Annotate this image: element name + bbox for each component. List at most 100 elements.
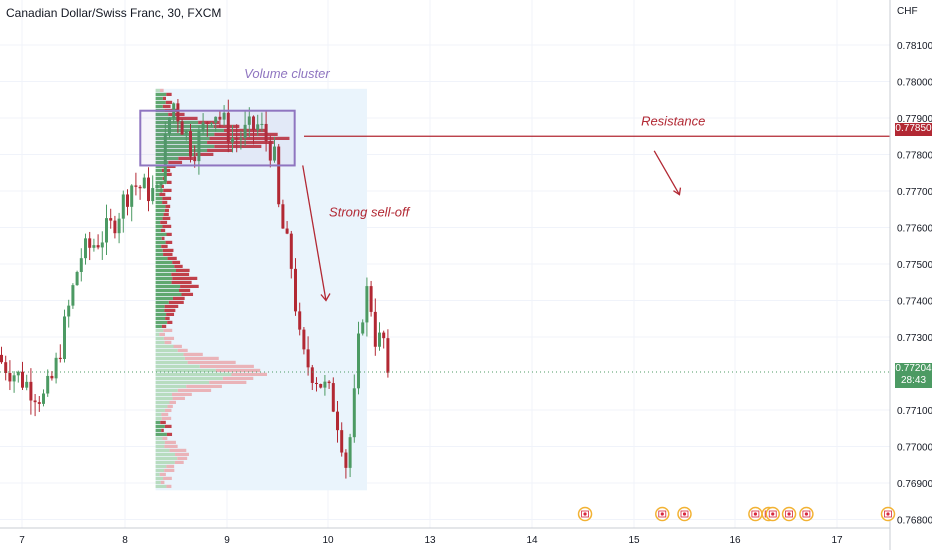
volume-profile-row <box>183 352 203 356</box>
volume-profile-row <box>164 340 172 344</box>
volume-profile-row <box>155 220 161 224</box>
volume-profile-row <box>180 284 199 288</box>
candle-body <box>159 182 163 185</box>
price-tick-label: 0.77900 <box>897 114 932 125</box>
volume-profile-row <box>155 100 166 104</box>
candle-body <box>147 177 150 202</box>
volume-profile-row <box>155 352 184 356</box>
volume-profile-row <box>176 268 190 272</box>
volume-profile-row <box>155 472 160 476</box>
candle-body <box>8 372 12 382</box>
candle-body <box>226 112 230 143</box>
volume-profile-row <box>155 300 169 304</box>
volume-profile-row <box>155 148 208 152</box>
symbol-title[interactable]: Canadian Dollar/Swiss Franc, 30, FXCM <box>6 6 222 20</box>
volume-profile-row <box>155 316 166 320</box>
volume-profile-row <box>155 228 161 232</box>
candle-body <box>361 322 365 334</box>
candle-body <box>121 194 125 219</box>
candle-body <box>315 382 318 385</box>
volume-profile-row <box>179 288 191 292</box>
candle-body <box>357 333 360 389</box>
price-tick-label: 0.77000 <box>897 443 932 454</box>
volume-profile-row <box>162 436 168 440</box>
candle-body <box>306 349 310 368</box>
volume-profile-row <box>166 232 172 236</box>
volume-profile-row <box>155 308 165 312</box>
price-tick-label: 0.77700 <box>897 187 932 198</box>
volume-profile-row <box>162 216 171 220</box>
candle-body <box>88 238 92 248</box>
candle-body <box>273 146 276 161</box>
volume-profile-row <box>155 364 200 368</box>
volume-profile-row <box>155 88 161 92</box>
volume-profile-row <box>155 448 170 452</box>
volume-profile-row <box>214 144 262 148</box>
volume-profile-row <box>163 336 175 340</box>
candle-body <box>113 220 117 234</box>
candle-body <box>252 116 255 131</box>
economic-events <box>577 506 896 522</box>
volume-profile-row <box>162 200 168 204</box>
candle-body <box>327 381 331 384</box>
candle-body <box>386 338 390 373</box>
price-tick-label: 0.78000 <box>897 78 932 89</box>
event-flag-leaf <box>753 512 758 516</box>
volume-profile-row <box>155 320 168 324</box>
volume-profile-row <box>162 248 174 252</box>
volume-profile-row <box>163 328 173 332</box>
volume-profile-row <box>168 160 183 164</box>
volume-profile-row <box>155 416 162 420</box>
candle-body <box>25 381 29 388</box>
annotation-volume-cluster: Volume cluster <box>244 66 330 81</box>
volume-profile-row <box>155 332 160 336</box>
volume-profile-row <box>167 256 177 260</box>
resistance-price: 0.77850 <box>895 123 932 134</box>
sell-off-arrow-shaft <box>302 165 327 301</box>
time-tick-label: 9 <box>224 535 230 546</box>
candle-body <box>84 238 87 259</box>
candle-body <box>268 141 272 161</box>
time-tick-label: 13 <box>424 535 436 546</box>
volume-profile-row <box>169 400 176 404</box>
volume-profile-row <box>172 260 181 264</box>
volume-profile-row <box>171 272 190 276</box>
volume-profile-row <box>172 276 198 280</box>
volume-profile-row <box>155 336 164 340</box>
volume-profile-row <box>155 256 168 260</box>
volume-profile-row <box>164 424 172 428</box>
volume-profile-row <box>155 312 167 316</box>
volume-profile-row <box>160 420 166 424</box>
volume-profile-row <box>173 344 182 348</box>
volume-profile-row <box>155 136 210 140</box>
candle-body <box>184 130 188 135</box>
volume-profile-row <box>155 344 174 348</box>
volume-profile-row <box>155 172 165 176</box>
volume-profile-row <box>164 444 178 448</box>
volume-profile-row <box>155 348 178 352</box>
candle-body <box>105 218 108 243</box>
candle-body <box>340 430 344 453</box>
volume-profile-row <box>164 468 175 472</box>
candle-body <box>281 204 285 229</box>
candle-body <box>193 156 197 162</box>
candle-body <box>218 116 222 120</box>
candle-body <box>100 242 104 248</box>
resistance-arrow-shaft <box>653 150 681 195</box>
price-tick-label: 0.76900 <box>897 479 932 490</box>
candle-body <box>79 258 83 272</box>
candle-body <box>54 357 58 379</box>
volume-profile-row <box>155 204 166 208</box>
volume-profile-row <box>160 88 164 92</box>
candle-body <box>201 122 205 131</box>
candle-body <box>96 245 100 248</box>
volume-profile-row <box>155 328 164 332</box>
volume-profile-row <box>184 356 219 360</box>
volume-profile-row <box>155 420 161 424</box>
volume-profile-row <box>177 348 188 352</box>
candle-body <box>197 130 201 162</box>
volume-profile-row <box>159 472 166 476</box>
candle-body <box>323 381 327 388</box>
